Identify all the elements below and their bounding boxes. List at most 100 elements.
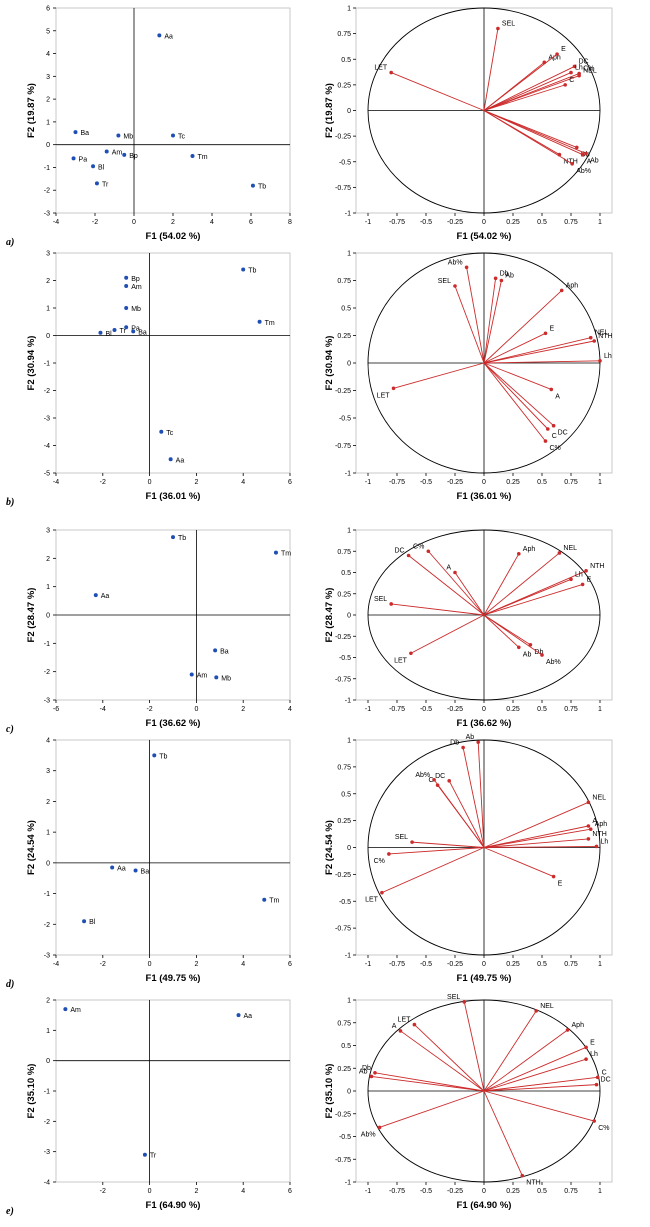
- x-tick-label: 0.75: [564, 706, 578, 713]
- loading-vector-Ab%: [483, 614, 543, 656]
- loading-label: Ab%: [361, 1131, 376, 1138]
- score-point-Tm: [257, 319, 262, 324]
- loading-label: SEL: [374, 596, 387, 603]
- score-point-label: Bl: [105, 331, 112, 338]
- x-axis-title: F1 (49.75 %): [146, 973, 201, 984]
- loading-point-Ab: [476, 740, 481, 744]
- x-axis-title: F1 (64.90 %): [146, 1200, 201, 1211]
- plot-frame: [55, 7, 291, 214]
- x-tick-label: -0.5: [420, 961, 432, 968]
- loading-label: Db: [450, 740, 459, 747]
- loading-vector-Ab%: [379, 1090, 485, 1128]
- loading-label: C: [552, 433, 557, 440]
- x-tick-label: 0.75: [564, 961, 578, 968]
- loading-point-A: [580, 152, 585, 157]
- loadings-plot-1: -1 -0.75 -0.5 -0.25 0 0.25 0.5 0.75 1 -1 -0.75 -0.5…: [324, 6, 613, 242]
- score-point-label: Pa: [131, 325, 140, 332]
- x-tick-label: -0.75: [389, 961, 405, 968]
- y-tick-label: -1: [345, 471, 351, 478]
- y-tick-label: -2: [44, 188, 50, 195]
- loading-label: NTH: [598, 333, 612, 340]
- loading-point-DC: [406, 553, 411, 558]
- loadings-plot-3: -1 -0.75 -0.5 -0.25 0 0.25 0.5 0.75 1 -1 -0.75 -0.5…: [324, 528, 613, 729]
- loading-vector-C: [437, 784, 485, 848]
- score-point-label: Aa: [164, 33, 173, 40]
- x-tick-label: 0: [194, 706, 198, 713]
- score-point-Pa: [71, 156, 76, 161]
- loading-label: E: [549, 325, 554, 332]
- loading-point-E: [543, 331, 548, 336]
- loading-vector-Db: [374, 1072, 485, 1092]
- y-tick-label: 1: [46, 584, 50, 591]
- loading-vector-E: [483, 332, 546, 364]
- loading-label: Aph: [566, 282, 579, 289]
- loading-label: NEL: [563, 545, 577, 552]
- y-tick-label: -0.75: [335, 676, 351, 683]
- loading-vector-Aph: [483, 290, 563, 364]
- loading-vector-LET: [393, 362, 485, 389]
- loading-label: C: [569, 77, 574, 84]
- score-point-Tr: [112, 328, 117, 332]
- loading-label: E: [561, 46, 566, 53]
- score-point-Am: [63, 1007, 68, 1012]
- x-tick-label: 0.5: [537, 479, 547, 486]
- x-tick-label: -2: [100, 479, 106, 486]
- x-tick-label: -0.75: [389, 219, 405, 226]
- loading-vector-Ab%: [483, 110, 573, 165]
- x-tick-label: 0.75: [564, 479, 578, 486]
- loading-label: SEL: [395, 834, 408, 841]
- x-axis-title: F1 (36.62 %): [146, 718, 201, 729]
- loading-point-Aph: [559, 288, 564, 293]
- loading-label: NEL: [540, 1003, 554, 1010]
- x-tick-label: 0: [148, 479, 152, 486]
- score-point-label: Bl: [98, 164, 105, 171]
- x-tick-label: -1: [365, 219, 371, 226]
- x-tick-label: -0.75: [389, 706, 405, 713]
- loading-point-NEL: [557, 551, 562, 555]
- x-tick-label: 6: [288, 961, 292, 968]
- y-tick-label: -1: [345, 211, 351, 218]
- y-tick-label: -3: [44, 416, 50, 423]
- loading-label: Lh: [575, 65, 583, 72]
- y-tick-label: 0: [347, 845, 351, 852]
- y-tick-label: 0.25: [337, 591, 351, 598]
- x-tick-label: 2: [194, 479, 198, 486]
- score-point-label: Bl: [89, 919, 96, 926]
- loading-label: NTH: [590, 563, 604, 570]
- loading-label: Ab: [505, 273, 514, 280]
- loading-vector-DC: [448, 780, 485, 848]
- x-tick-label: 1: [598, 479, 602, 486]
- score-point-Tb: [250, 183, 255, 188]
- y-tick-label: 0.25: [337, 82, 351, 89]
- score-point-Ba: [213, 648, 218, 653]
- loading-point-C: [546, 427, 550, 431]
- y-axis-title: F2 (35.10 %): [324, 1064, 335, 1119]
- loading-label: Aph: [548, 54, 561, 61]
- x-tick-label: 4: [241, 1188, 245, 1195]
- x-axis-title: F1 (64.90 %): [457, 1200, 512, 1211]
- loading-label: NEL: [592, 794, 606, 801]
- loading-vector-A: [483, 825, 589, 848]
- panel-label: d): [6, 979, 14, 990]
- x-tick-label: 0: [482, 706, 486, 713]
- loading-point-NEL: [534, 1009, 538, 1013]
- loading-point-Lh: [584, 1057, 588, 1061]
- loading-point-Aph: [517, 552, 521, 556]
- loading-vector-NTH: [483, 838, 589, 848]
- scores-plot-3: -6 -4 -2 0 2 4 -3 -2 -1 0 1 2 3 Tb Tm Aa Ba Am Mb F1 (36.62…: [6, 528, 292, 736]
- x-axis-title: F1 (49.75 %): [457, 973, 512, 984]
- y-tick-label: 0: [46, 142, 50, 149]
- panel-label: b): [6, 497, 14, 508]
- y-tick-label: 0.75: [337, 278, 351, 285]
- loadings-plot-2: -1 -0.75 -0.5 -0.25 0 0.25 0.5 0.75 1 -1 -0.75 -0.5…: [324, 251, 613, 503]
- y-tick-label: 1: [347, 998, 351, 1005]
- score-point-label: Ba: [141, 869, 150, 876]
- y-tick-label: -2: [44, 1119, 50, 1126]
- score-point-Am: [189, 672, 194, 677]
- y-tick-label: -1: [345, 953, 351, 960]
- loading-vector-E: [483, 583, 583, 616]
- y-tick-label: 0.75: [337, 764, 351, 771]
- score-point-label: Tb: [178, 535, 186, 542]
- loading-point-Ab%: [540, 653, 544, 657]
